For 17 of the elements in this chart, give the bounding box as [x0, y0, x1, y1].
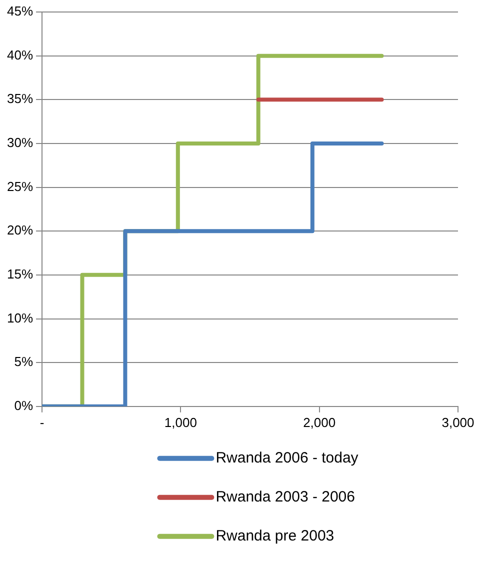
- x-tick-label: 2,000: [303, 414, 336, 430]
- x-tick-label: -: [40, 414, 44, 430]
- y-tick-label: 30%: [6, 135, 34, 150]
- y-tick-label: 25%: [6, 178, 34, 194]
- y-tick-label: 0%: [14, 398, 34, 413]
- y-tick-label: 5%: [14, 354, 34, 370]
- y-tick-label: 10%: [6, 310, 34, 326]
- y-tick-label: 35%: [6, 91, 34, 106]
- y-tick-label: 15%: [6, 266, 34, 282]
- legend-label: Rwanda pre 2003: [216, 528, 334, 545]
- y-tick-label: 40%: [6, 47, 34, 62]
- x-tick-label: 1,000: [164, 414, 197, 430]
- y-tick-label: 20%: [6, 222, 34, 238]
- x-tick-label: 3,000: [442, 414, 474, 430]
- legend-label: Rwanda 2006 - today: [216, 450, 359, 467]
- y-tick-label: 45%: [6, 4, 34, 19]
- legend-label: Rwanda 2003 - 2006: [216, 488, 355, 506]
